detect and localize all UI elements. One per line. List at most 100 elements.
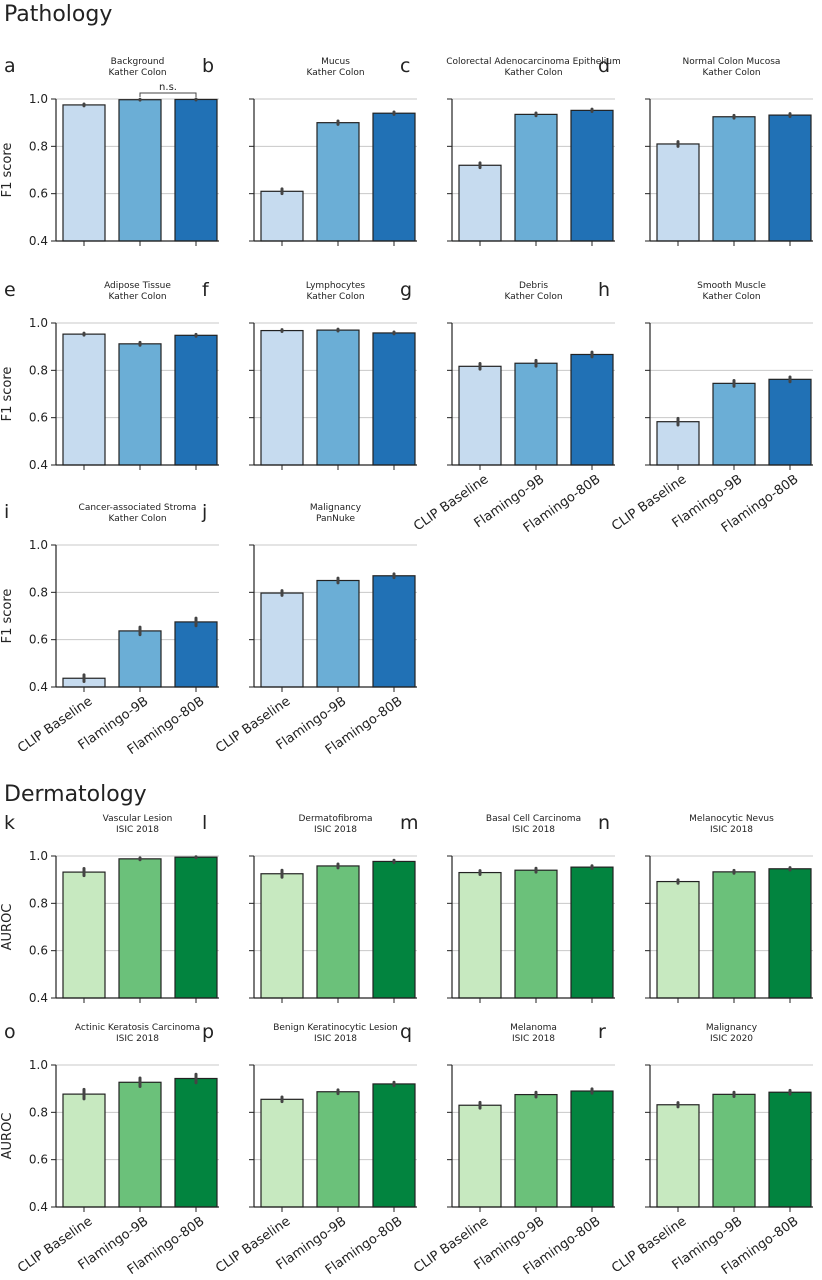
panel-letter: m xyxy=(400,812,419,834)
subplot-title: Malignancy xyxy=(310,503,362,513)
subplot-title: Dermatofibroma xyxy=(299,814,373,824)
bar-b-3 xyxy=(372,112,416,242)
panel-letter: i xyxy=(4,501,9,523)
bar-d-1 xyxy=(656,143,700,242)
bar-e-3 xyxy=(174,334,218,466)
panel-letter: b xyxy=(202,55,214,77)
panel-letter: f xyxy=(202,279,210,301)
panel-letter: l xyxy=(202,812,207,834)
panel-e: 0.4 0.6 0.8 1.0 F1 score e Adipose TissueKathe… xyxy=(0,279,219,472)
bar-f-2 xyxy=(316,329,360,466)
bar-j-2 xyxy=(316,579,360,688)
y-axis-label: F1 score xyxy=(0,589,15,644)
y-tick-label: 0.4 xyxy=(29,680,48,694)
subplot-title: ISIC 2018 xyxy=(314,1034,357,1044)
panel-letter: k xyxy=(4,812,15,834)
bar-k-3 xyxy=(174,856,218,999)
bar-g-2 xyxy=(514,362,558,466)
y-axis-label: F1 score xyxy=(0,143,15,198)
panel-letter: a xyxy=(4,55,16,77)
bar-i-2 xyxy=(118,630,162,688)
subplot-title: Kather Colon xyxy=(702,292,760,302)
bar-f-1 xyxy=(260,329,304,466)
subplot-title: Smooth Muscle xyxy=(697,281,766,291)
bar-p-1 xyxy=(260,1098,304,1208)
y-tick-label: 1.0 xyxy=(29,1058,48,1072)
subplot-title: ISIC 2018 xyxy=(314,825,357,835)
subplot-title: ISIC 2018 xyxy=(512,1034,555,1044)
subplot-title: Kather Colon xyxy=(504,68,562,78)
bar-c-3 xyxy=(570,109,614,242)
bar-c-2 xyxy=(514,113,558,242)
bar-k-2 xyxy=(118,858,162,999)
bar-h-1 xyxy=(656,421,700,466)
y-tick-label: 0.4 xyxy=(29,234,48,248)
subplot-title: ISIC 2018 xyxy=(710,825,753,835)
subplot-title: Melanocytic Nevus xyxy=(689,814,774,824)
y-tick-label: 0.6 xyxy=(29,633,48,647)
bar-p-2 xyxy=(316,1091,360,1208)
subplot-title: Malignancy xyxy=(706,1023,758,1033)
subplot-title: Kather Colon xyxy=(702,68,760,78)
subplot-title: ISIC 2018 xyxy=(116,825,159,835)
y-tick-label: 1.0 xyxy=(29,316,48,330)
panel-letter: o xyxy=(4,1021,16,1043)
bar-q-1 xyxy=(458,1104,502,1208)
bar-a-1 xyxy=(62,104,106,242)
subplot-title: Kather Colon xyxy=(108,514,166,524)
y-tick-label: 0.4 xyxy=(29,1200,48,1214)
subplot-title: Cancer-associated Stroma xyxy=(79,503,197,513)
subplot-title: PanNuke xyxy=(316,514,356,524)
y-tick-label: 0.6 xyxy=(29,187,48,201)
panel-letter: n xyxy=(598,812,610,834)
bar-b-1 xyxy=(260,190,304,242)
subplot-title: Vascular Lesion xyxy=(103,814,173,824)
bar-b-2 xyxy=(316,122,360,242)
section-title-dermatology: Dermatology xyxy=(4,782,147,807)
y-axis-label: F1 score xyxy=(0,367,15,422)
bar-l-2 xyxy=(316,865,360,999)
bar-e-1 xyxy=(62,333,106,466)
subplot-title: Mucus xyxy=(321,57,350,67)
subplot-title: Colorectal Adenocarcinoma Epithelium xyxy=(446,57,621,67)
bar-n-2 xyxy=(712,871,756,999)
bar-i-3 xyxy=(174,621,218,688)
y-tick-label: 0.6 xyxy=(29,411,48,425)
panel-letter: d xyxy=(598,55,610,77)
bar-q-2 xyxy=(514,1093,558,1208)
y-tick-label: 1.0 xyxy=(29,538,48,552)
bar-r-2 xyxy=(712,1093,756,1208)
subplot-title: Kather Colon xyxy=(108,292,166,302)
panel-letter: c xyxy=(400,55,410,77)
subplot-title: Benign Keratinocytic Lesion xyxy=(273,1023,398,1033)
bar-c-1 xyxy=(458,164,502,242)
bar-g-1 xyxy=(458,365,502,466)
bar-l-1 xyxy=(260,873,304,999)
subplot-title: Melanoma xyxy=(510,1023,557,1033)
bar-j-1 xyxy=(260,592,304,688)
bar-d-3 xyxy=(768,114,812,242)
subplot-title: Basal Cell Carcinoma xyxy=(486,814,581,824)
subplot-title: Background xyxy=(111,57,165,67)
panel-letter: r xyxy=(598,1021,606,1043)
bar-h-2 xyxy=(712,382,756,466)
significance-label: n.s. xyxy=(159,82,177,93)
bar-r-3 xyxy=(768,1091,812,1208)
bar-m-3 xyxy=(570,866,614,999)
panel-letter: g xyxy=(400,279,412,301)
subplot-title: Debris xyxy=(519,281,548,291)
subplot-title: Kather Colon xyxy=(306,68,364,78)
subplot-title: Lymphocytes xyxy=(306,281,366,291)
